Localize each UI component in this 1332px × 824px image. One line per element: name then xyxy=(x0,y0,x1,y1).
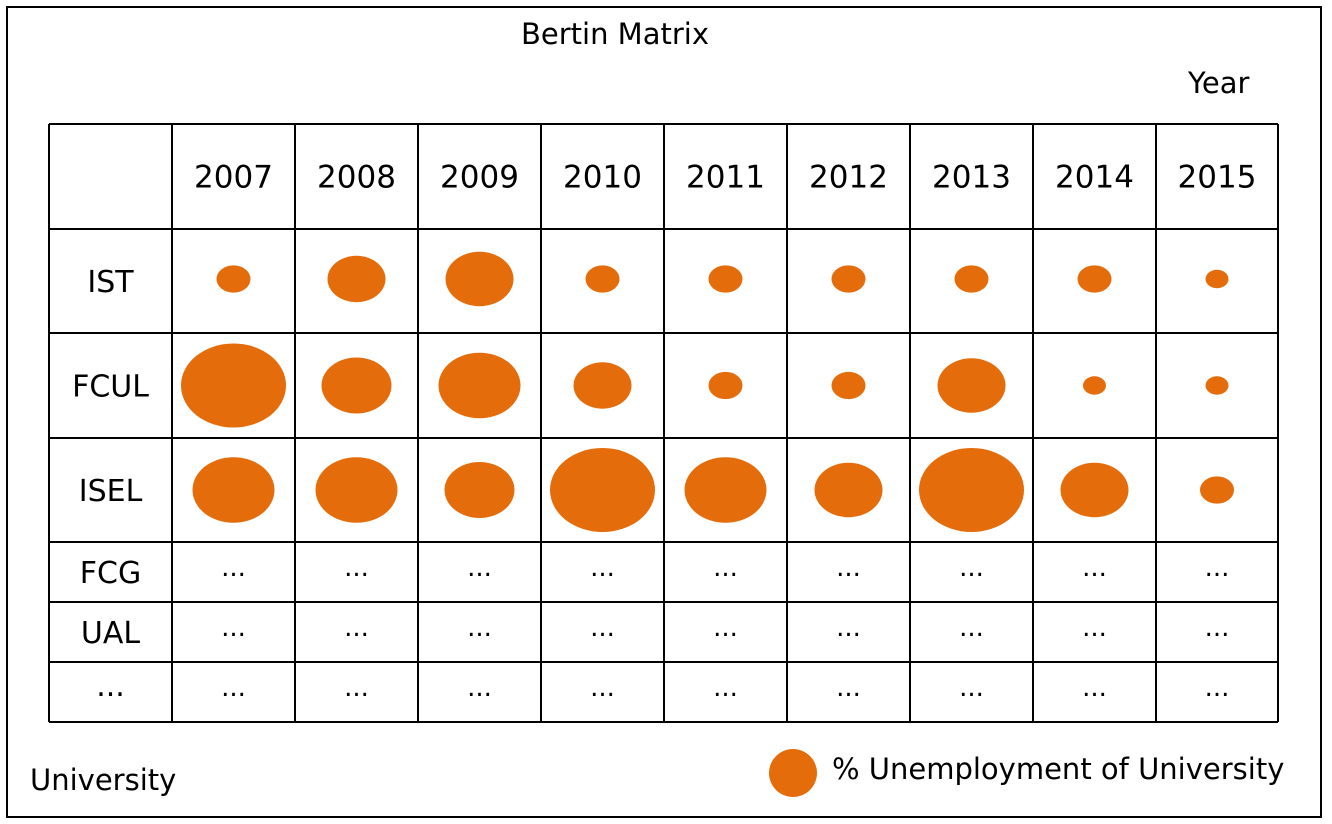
ellipsis-cell: ... xyxy=(344,673,369,703)
ellipsis-cell: ... xyxy=(221,673,246,703)
unemployment-bubble xyxy=(831,371,866,400)
ellipsis-cell: ... xyxy=(1082,673,1107,703)
ellipsis-cell: ... xyxy=(836,553,861,583)
column-header: 2007 xyxy=(194,160,273,196)
ellipsis-cell: ... xyxy=(959,553,984,583)
chart-frame xyxy=(6,6,1322,818)
unemployment-bubble xyxy=(315,457,398,523)
unemployment-bubble xyxy=(684,457,767,523)
ellipsis-cell: ... xyxy=(1205,673,1230,703)
ellipsis-cell: ... xyxy=(713,613,738,643)
unemployment-bubble xyxy=(708,371,743,400)
column-header: 2013 xyxy=(932,160,1011,196)
row-header: FCUL xyxy=(72,370,149,405)
unemployment-bubble xyxy=(327,255,386,303)
unemployment-bubble xyxy=(1200,476,1234,504)
row-header: ISEL xyxy=(79,474,143,509)
ellipsis-cell: ... xyxy=(836,613,861,643)
ellipsis-cell: ... xyxy=(1205,553,1230,583)
unemployment-bubble xyxy=(919,448,1024,532)
chart-title: Bertin Matrix xyxy=(521,17,709,51)
unemployment-bubble xyxy=(550,448,655,532)
unemployment-bubble xyxy=(321,357,392,414)
ellipsis-cell: ... xyxy=(467,673,492,703)
legend-label: % Unemployment of University xyxy=(832,752,1285,786)
ellipsis-cell: ... xyxy=(1082,553,1107,583)
row-header: FCG xyxy=(80,556,141,591)
column-header: 2014 xyxy=(1055,160,1134,196)
column-header: 2010 xyxy=(563,160,642,196)
row-header: UAL xyxy=(81,616,140,651)
unemployment-bubble xyxy=(708,265,743,293)
column-header: 2015 xyxy=(1178,160,1257,196)
row-axis-title: University xyxy=(30,763,177,797)
unemployment-bubble xyxy=(814,462,883,518)
ellipsis-cell: ... xyxy=(1082,613,1107,643)
ellipsis-cell: ... xyxy=(959,673,984,703)
ellipsis-cell: ... xyxy=(959,613,984,643)
unemployment-bubble xyxy=(1205,269,1229,289)
unemployment-bubble xyxy=(438,352,521,419)
unemployment-bubble xyxy=(954,265,989,293)
ellipsis-cell: ... xyxy=(344,553,369,583)
ellipsis-cell: ... xyxy=(467,553,492,583)
ellipsis-cell: ... xyxy=(221,553,246,583)
unemployment-bubble xyxy=(181,343,286,428)
column-header: 2009 xyxy=(440,160,519,196)
unemployment-bubble xyxy=(573,362,632,409)
ellipsis-cell: ... xyxy=(344,613,369,643)
ellipsis-cell: ... xyxy=(713,673,738,703)
column-header: 2011 xyxy=(686,160,765,196)
unemployment-bubble xyxy=(1083,376,1106,395)
ellipsis-cell: ... xyxy=(1205,613,1230,643)
unemployment-bubble xyxy=(192,457,275,523)
ellipsis-cell: ... xyxy=(836,673,861,703)
ellipsis-cell: ... xyxy=(590,673,615,703)
unemployment-bubble xyxy=(585,265,620,293)
unemployment-bubble xyxy=(831,265,866,293)
ellipsis-cell: ... xyxy=(590,553,615,583)
unemployment-bubble xyxy=(1060,462,1129,518)
unemployment-bubble xyxy=(1205,376,1229,395)
row-header: ... xyxy=(96,669,125,704)
unemployment-bubble xyxy=(444,462,515,518)
ellipsis-cell: ... xyxy=(713,553,738,583)
unemployment-bubble xyxy=(1077,265,1112,293)
unemployment-bubble xyxy=(216,265,251,293)
ellipsis-cell: ... xyxy=(221,613,246,643)
ellipsis-cell: ... xyxy=(467,613,492,643)
unemployment-bubble xyxy=(445,251,514,307)
legend-swatch xyxy=(769,749,817,797)
unemployment-bubble xyxy=(937,358,1006,413)
column-axis-title: Year xyxy=(1188,66,1250,100)
column-header: 2012 xyxy=(809,160,888,196)
ellipsis-cell: ... xyxy=(590,613,615,643)
row-header: IST xyxy=(87,265,134,300)
column-header: 2008 xyxy=(317,160,396,196)
